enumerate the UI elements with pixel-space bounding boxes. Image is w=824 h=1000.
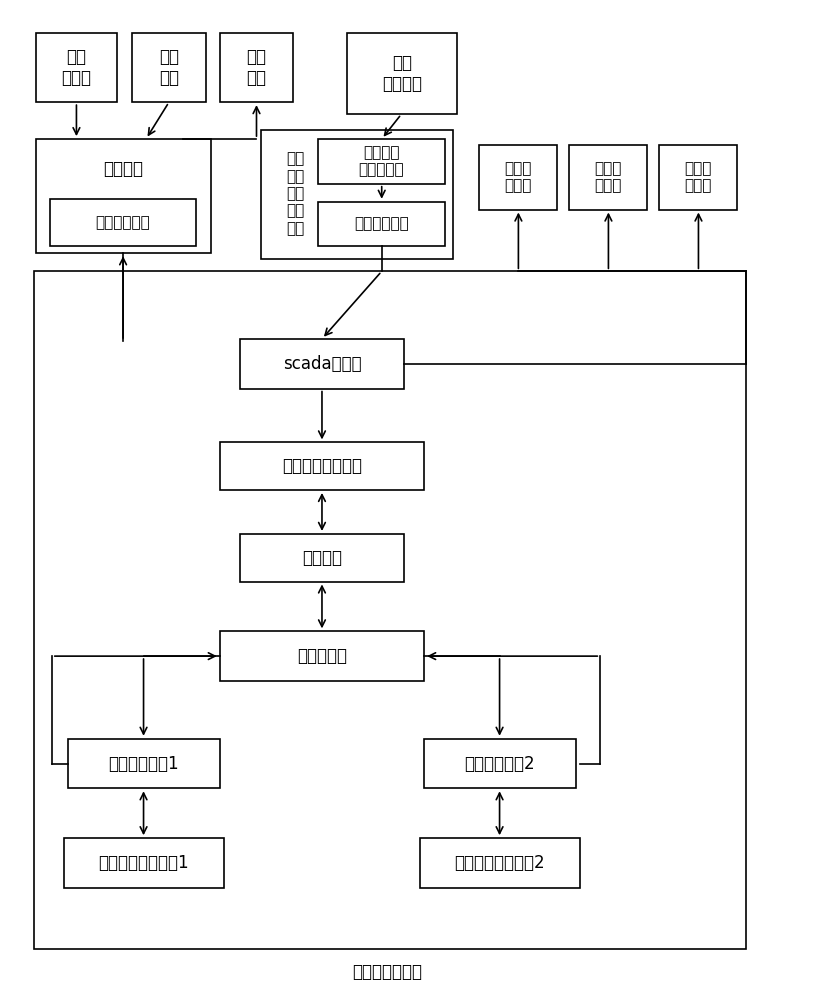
Bar bbox=[240, 534, 404, 582]
Text: 数据统
计模块: 数据统 计模块 bbox=[504, 161, 531, 194]
Text: 综自
系统: 综自 系统 bbox=[159, 48, 179, 87]
Text: 数据缓存模块2: 数据缓存模块2 bbox=[465, 755, 536, 773]
Text: 数据缓存模块1: 数据缓存模块1 bbox=[109, 755, 180, 773]
Text: 历史数据库服务器2: 历史数据库服务器2 bbox=[455, 854, 545, 872]
Bar bbox=[240, 339, 404, 389]
Text: 数据收发器: 数据收发器 bbox=[297, 647, 347, 665]
Bar bbox=[424, 739, 576, 788]
Bar bbox=[64, 838, 224, 888]
Bar bbox=[34, 271, 746, 949]
Text: 天气
预报中心: 天气 预报中心 bbox=[382, 54, 422, 93]
Bar bbox=[50, 199, 196, 246]
Text: 数据访问存储接口: 数据访问存储接口 bbox=[282, 457, 362, 475]
Bar bbox=[479, 145, 557, 210]
Bar bbox=[420, 838, 580, 888]
Text: 调度
中心: 调度 中心 bbox=[246, 48, 266, 87]
Bar bbox=[318, 202, 445, 246]
Bar bbox=[318, 139, 445, 184]
Text: 环境
监测仪: 环境 监测仪 bbox=[62, 48, 91, 87]
Text: scada服务器: scada服务器 bbox=[283, 355, 361, 373]
Bar bbox=[132, 33, 206, 102]
Bar bbox=[569, 145, 647, 210]
Text: 通讯模块: 通讯模块 bbox=[103, 160, 143, 178]
Text: 天气预报
下载服务器: 天气预报 下载服务器 bbox=[358, 145, 404, 178]
Bar bbox=[220, 442, 424, 490]
Bar bbox=[659, 145, 737, 210]
Bar bbox=[220, 631, 424, 681]
Text: 历史数据库服务器1: 历史数据库服务器1 bbox=[99, 854, 190, 872]
Bar bbox=[35, 33, 117, 102]
Bar bbox=[347, 33, 457, 114]
Text: 天气
预报
下载
传输
模块: 天气 预报 下载 传输 模块 bbox=[287, 151, 305, 236]
Text: 数据展
示模块: 数据展 示模块 bbox=[685, 161, 712, 194]
Bar bbox=[220, 33, 293, 102]
Text: 反向隔离装置: 反向隔离装置 bbox=[354, 217, 409, 232]
Text: 共享内存: 共享内存 bbox=[302, 549, 342, 567]
Bar bbox=[260, 130, 453, 259]
Text: 功率预
测模块: 功率预 测模块 bbox=[594, 161, 621, 194]
Text: 时序数据库平台: 时序数据库平台 bbox=[353, 963, 423, 981]
Text: 规约接入装置: 规约接入装置 bbox=[96, 215, 151, 230]
Bar bbox=[68, 739, 220, 788]
Bar bbox=[35, 139, 212, 253]
